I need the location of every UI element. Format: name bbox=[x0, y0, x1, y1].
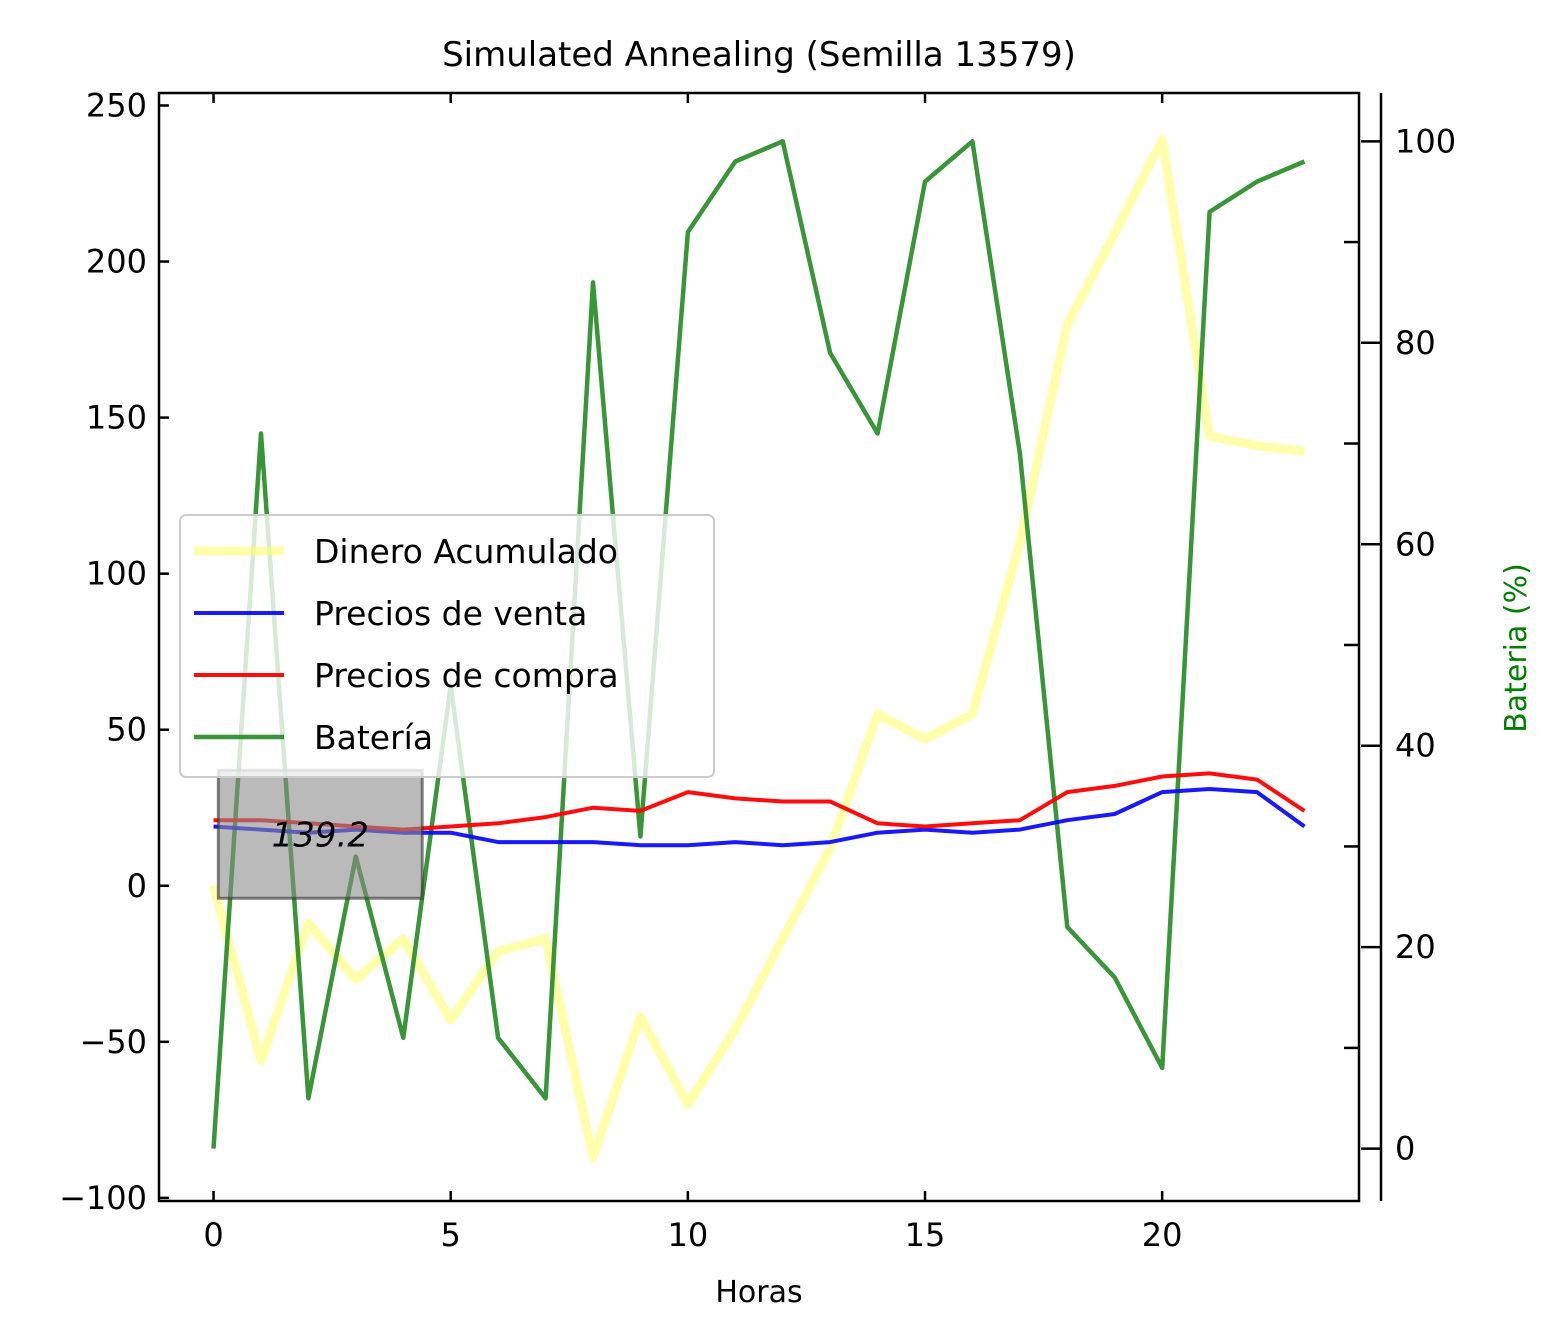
y-tick-label: −50 bbox=[79, 1023, 147, 1061]
y-tick-label: 150 bbox=[86, 399, 147, 437]
x-axis-label: Horas bbox=[715, 1275, 802, 1310]
x-tick-label: 0 bbox=[203, 1216, 223, 1254]
x-tick-label: 10 bbox=[667, 1216, 708, 1254]
series-line-bateria bbox=[211, 139, 1306, 1149]
annotation-layer: 139.2 bbox=[216, 768, 424, 900]
legend-label-bateria: Batería bbox=[314, 718, 433, 757]
legend-label-dinero-acumulado: Dinero Acumulado bbox=[314, 532, 618, 571]
y2-tick-label: 20 bbox=[1395, 928, 1436, 966]
y2-tick-label: 0 bbox=[1395, 1130, 1415, 1168]
annotation-label: 139.2 bbox=[272, 815, 369, 855]
legend-label-precios-de-venta: Precios de venta bbox=[314, 594, 587, 633]
series-line-dinero-acumulado bbox=[209, 135, 1306, 1162]
y2-tick-label: 60 bbox=[1395, 525, 1436, 563]
y2-tick-label: 80 bbox=[1395, 324, 1436, 362]
chart-title: Simulated Annealing (Semilla 13579) bbox=[442, 35, 1076, 75]
y2-tick-label: 40 bbox=[1395, 727, 1436, 765]
x-tick-label: 5 bbox=[441, 1216, 461, 1254]
x-tick-label: 20 bbox=[1142, 1216, 1183, 1254]
y2-tick-label: 100 bbox=[1395, 122, 1456, 160]
plot-frame bbox=[157, 91, 1361, 1203]
y-tick-label: 100 bbox=[86, 555, 147, 593]
y-tick-label: −100 bbox=[59, 1179, 147, 1217]
y-tick-label: 250 bbox=[86, 86, 147, 124]
y2-axis-label: Bateria (%) bbox=[1499, 563, 1534, 733]
legend: Dinero Acumulado Precios de venta Precios … bbox=[179, 514, 715, 778]
legend-box bbox=[179, 514, 715, 778]
legend-label-precios-de-compra: Precios de compra bbox=[314, 656, 619, 695]
y-tick-label: 0 bbox=[127, 867, 147, 905]
x-tick-label: 15 bbox=[905, 1216, 946, 1254]
y-tick-label: 50 bbox=[106, 711, 147, 749]
annotation-box bbox=[216, 768, 424, 900]
y-tick-label: 200 bbox=[86, 243, 147, 281]
axes-layer: 0 5 10 15 20 −100 −50 0 50 100 150 200 250 0 20 40 60 80 1… bbox=[59, 86, 1456, 1254]
